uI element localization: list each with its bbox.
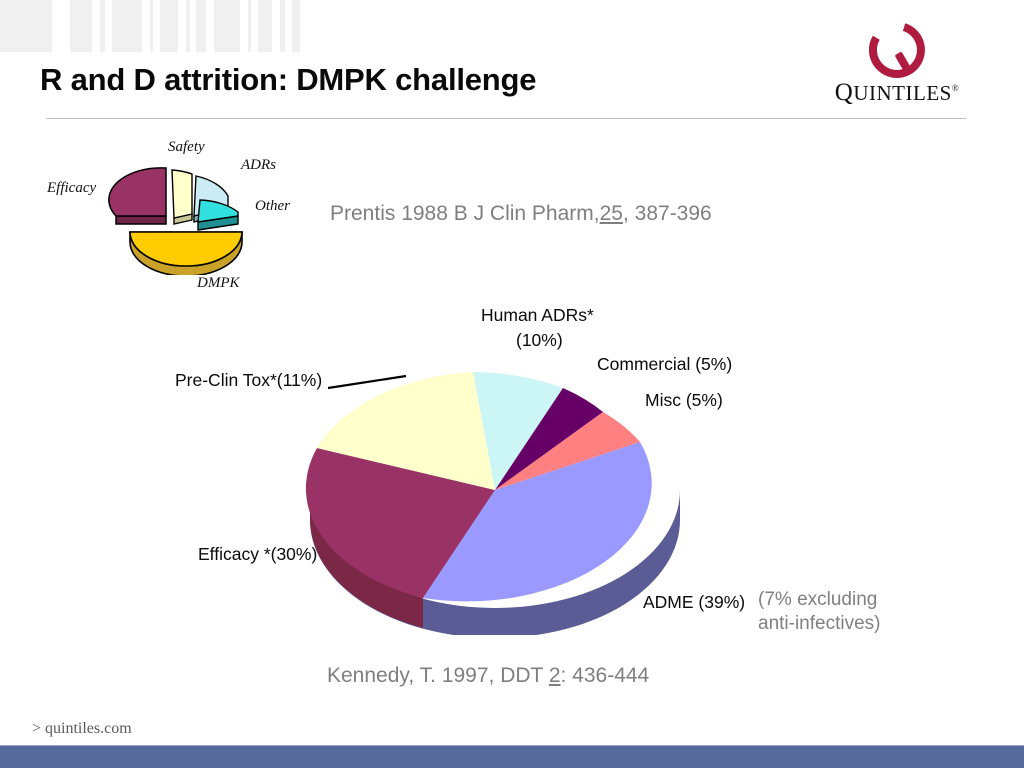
adme-annotation-line2: anti-infectives) bbox=[758, 613, 881, 634]
footer-bar bbox=[0, 745, 1024, 768]
pie-slice-commercial bbox=[495, 388, 603, 490]
small-pie-label-adrs: ADRs bbox=[241, 157, 276, 173]
quintiles-q-mark bbox=[869, 22, 925, 78]
main-pie-label-human-adrs-line1: Human ADRs* bbox=[481, 305, 594, 325]
small-pie-label-dmpk: DMPK bbox=[197, 275, 240, 291]
pie-slice-efficacy bbox=[305, 448, 495, 598]
pie-slice-adme bbox=[423, 442, 652, 602]
prentis-pie-chart bbox=[108, 150, 258, 275]
kennedy-citation-pages: : 436-444 bbox=[560, 664, 650, 687]
prentis-citation-volume: 25 bbox=[599, 202, 623, 225]
pie-slice-safety bbox=[171, 169, 193, 225]
pie-3d-side-walls bbox=[310, 490, 680, 635]
pie-slice-pre-clin-tox bbox=[317, 372, 495, 490]
registered-mark: ® bbox=[951, 83, 960, 93]
main-pie-label-misc: Misc (5%) bbox=[645, 390, 723, 410]
main-pie-label-efficacy: Efficacy *(30%) bbox=[198, 544, 318, 564]
kennedy-citation-main: Kennedy, T. 1997, DDT bbox=[327, 664, 543, 687]
pie-slice-other bbox=[197, 199, 239, 231]
small-pie-label-efficacy: Efficacy bbox=[47, 180, 97, 196]
logo-initial: Q bbox=[834, 79, 854, 106]
kennedy-citation: Kennedy, T. 1997, DDT 2: 436-444 bbox=[327, 664, 649, 688]
pie-top-face bbox=[305, 372, 652, 602]
small-pie-label-safety: Safety bbox=[168, 139, 205, 155]
pie-slice-human-adrs bbox=[473, 372, 563, 490]
main-pie-label-adme: ADME (39%) bbox=[643, 592, 746, 612]
kennedy-pie-chart bbox=[295, 350, 695, 635]
page-title: R and D attrition: DMPK challenge bbox=[40, 62, 537, 97]
footer-website-link[interactable]: > quintiles.com bbox=[32, 720, 132, 737]
main-pie-label-commercial: Commercial (5%) bbox=[597, 354, 733, 374]
main-pie-label-human-adrs-line2: (10%) bbox=[516, 330, 563, 350]
small-pie-label-other: Other bbox=[255, 198, 290, 214]
pie-slice-efficacy bbox=[108, 167, 167, 225]
title-divider bbox=[46, 118, 966, 119]
kennedy-citation-volume: 2 bbox=[548, 664, 561, 687]
adme-annotation-line1: (7% excluding bbox=[758, 589, 878, 610]
quintiles-wordmark: QUINTILES® bbox=[822, 80, 972, 105]
prentis-citation: Prentis 1988 B J Clin Pharm,25, 387-396 bbox=[330, 202, 712, 226]
pie-slice-misc bbox=[495, 412, 640, 490]
decorative-stripes bbox=[0, 0, 300, 52]
logo-rest: UINTILES bbox=[853, 81, 952, 105]
quintiles-logo: QUINTILES® bbox=[822, 22, 972, 105]
prentis-citation-main: Prentis 1988 B J Clin Pharm, bbox=[330, 202, 600, 225]
pre-clin-tox-leader-line bbox=[328, 374, 407, 390]
prentis-citation-pages: , 387-396 bbox=[622, 202, 712, 225]
main-pie-label-pre-clin-tox: Pre-Clin Tox*(11%) bbox=[175, 370, 323, 390]
